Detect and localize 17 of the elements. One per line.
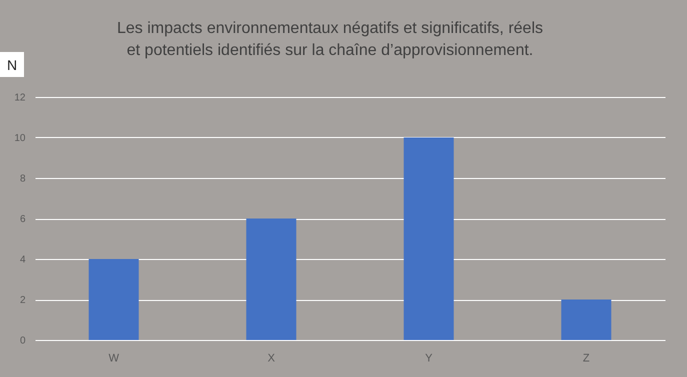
bar [404,138,454,340]
bar [561,300,612,340]
y-tick-label: 2 [20,295,26,306]
y-tick-label: 10 [14,133,26,144]
y-tick-label: 4 [20,254,26,266]
y-tick-label: 12 [14,92,26,104]
x-tick-label: X [268,352,276,364]
y-tick-label: 6 [20,214,26,225]
chart-title: Les impacts environnementaux négatifs et significatifs, réels et potentiels identifiés sur la chaîne d’approvisionnement. [117,20,543,59]
x-tick-label: W [108,352,120,364]
x-tick-label: Y [425,352,434,364]
y-axis-title: N [0,52,24,77]
y-tick-label: 8 [20,174,26,184]
y-tick-label: 0 [20,336,26,346]
x-tick-label: Z [582,352,590,364]
bar [88,259,139,340]
bar [246,218,296,340]
